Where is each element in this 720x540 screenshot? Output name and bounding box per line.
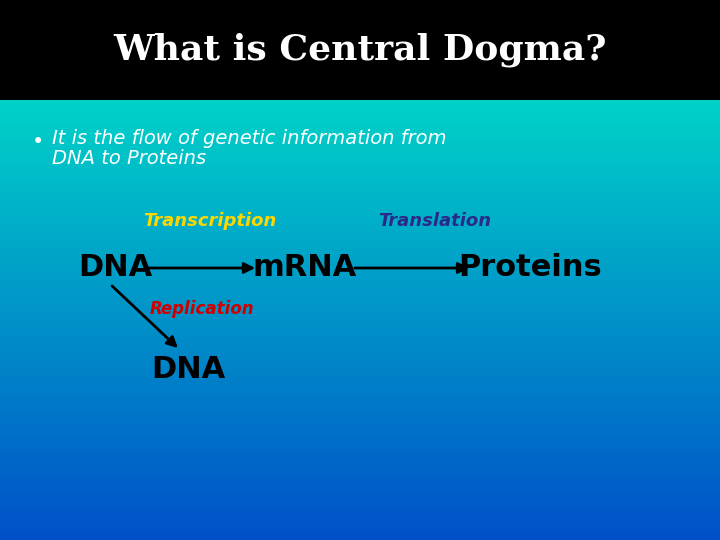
- Text: Proteins: Proteins: [458, 253, 602, 282]
- Text: It is the flow of genetic information from: It is the flow of genetic information fr…: [52, 129, 446, 147]
- Text: Translation: Translation: [379, 212, 492, 230]
- Text: What is Central Dogma?: What is Central Dogma?: [113, 33, 607, 67]
- Text: DNA: DNA: [151, 355, 225, 384]
- Text: DNA: DNA: [78, 253, 152, 282]
- Text: •: •: [32, 132, 44, 152]
- Text: DNA to Proteins: DNA to Proteins: [52, 148, 206, 167]
- Text: mRNA: mRNA: [253, 253, 357, 282]
- Bar: [0, 0, 720, 100]
- Text: Replication: Replication: [150, 300, 255, 318]
- Text: Transcription: Transcription: [143, 212, 276, 230]
